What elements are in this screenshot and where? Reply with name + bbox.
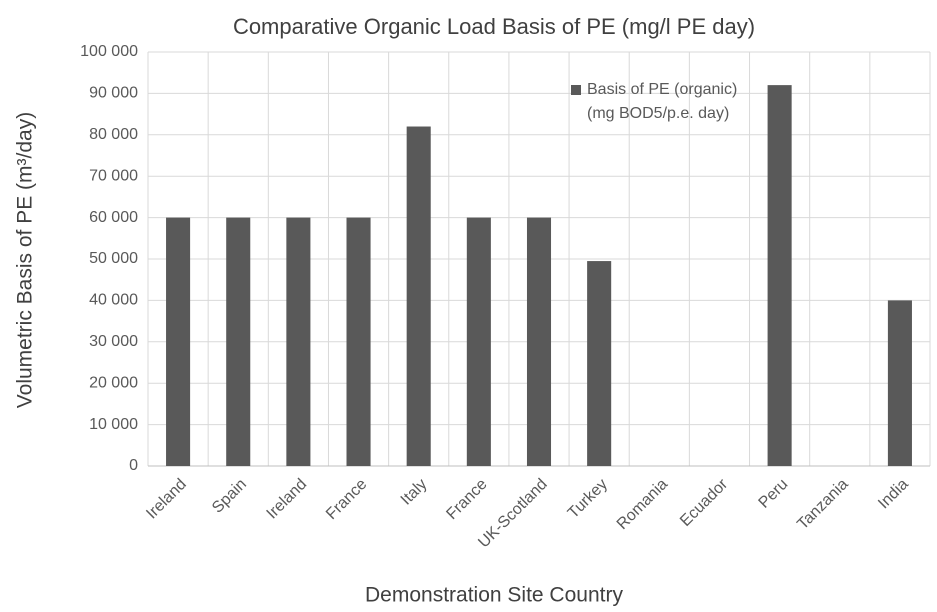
y-tick-label: 10 000 xyxy=(89,416,138,433)
y-tick-label: 30 000 xyxy=(89,333,138,350)
x-tick-label: Spain xyxy=(209,476,250,517)
x-tick-label: France xyxy=(443,476,490,523)
x-tick-label: Tanzania xyxy=(794,476,851,533)
y-tick-label: 70 000 xyxy=(89,167,138,184)
y-tick-label: 100 000 xyxy=(80,43,138,60)
legend: Basis of PE (organic) (mg BOD5/p.e. day) xyxy=(571,78,746,126)
bar xyxy=(466,217,491,466)
x-tick-label: Ecuador xyxy=(677,475,732,530)
x-tick-label: Turkey xyxy=(565,476,611,522)
chart-title: Comparative Organic Load Basis of PE (mg… xyxy=(233,14,755,39)
y-tick-label: 60 000 xyxy=(89,209,138,226)
bar xyxy=(587,261,612,466)
x-tick-label: Romania xyxy=(614,476,671,533)
x-axis-title: Demonstration Site Country xyxy=(365,584,623,607)
bar xyxy=(406,126,431,467)
bar xyxy=(887,300,912,466)
legend-swatch xyxy=(571,85,581,95)
bar xyxy=(767,85,792,467)
legend-label: Basis of PE (organic) (mg BOD5/p.e. day) xyxy=(587,81,738,122)
y-axis-title: Volumetric Basis of PE (m³/day) xyxy=(14,112,37,408)
x-tick-label: Peru xyxy=(756,476,792,512)
bar xyxy=(346,217,371,466)
bar xyxy=(526,217,552,466)
bar xyxy=(226,217,251,466)
bar xyxy=(166,217,191,466)
y-tick-label: 40 000 xyxy=(89,292,138,309)
y-tick-label: 50 000 xyxy=(89,250,138,267)
y-tick-label: 90 000 xyxy=(89,85,138,102)
x-tick-label: France xyxy=(323,476,370,523)
x-tick-label: Ireland xyxy=(264,476,311,523)
y-tick-label: 20 000 xyxy=(89,374,138,391)
x-tick-label: Ireland xyxy=(143,476,190,523)
bar xyxy=(286,217,311,466)
x-tick-label: India xyxy=(875,476,912,513)
y-tick-label: 0 xyxy=(129,457,138,474)
y-tick-label: 80 000 xyxy=(89,126,138,143)
x-tick-label: Italy xyxy=(398,476,431,509)
